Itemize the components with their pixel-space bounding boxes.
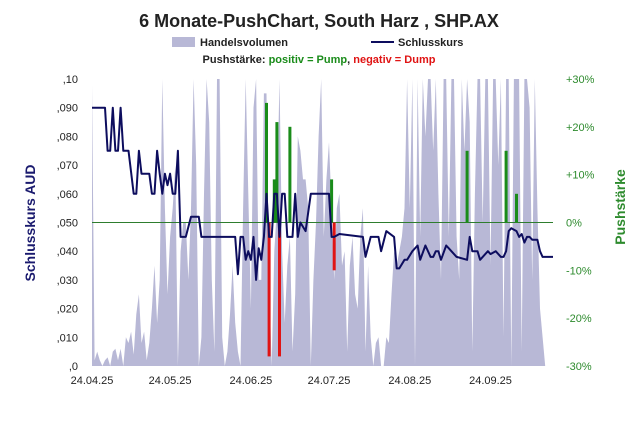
legend-volume-label: Handelsvolumen [200, 37, 288, 49]
legend-push-line: Pushstärke: positiv = Pump, negativ = Du… [203, 54, 436, 66]
push-bar-dump [278, 222, 281, 357]
close-line-group [92, 106, 553, 281]
y-tick-right-label: +10% [566, 170, 595, 182]
push-bar-pump [504, 150, 508, 223]
y-tick-left-label: ,040 [57, 246, 78, 258]
x-tick-label: 24.07.25 [308, 375, 351, 387]
y-tick-left-label: ,020 [57, 304, 78, 316]
push-bar-pump [265, 102, 268, 223]
y-tick-left-label: ,030 [57, 275, 78, 287]
y-tick-right-label: -30% [566, 361, 592, 373]
push-bar-dump [267, 222, 271, 357]
y-tick-right-label: -20% [566, 313, 592, 325]
y-tick-right-label: +20% [566, 122, 595, 134]
y-tick-left-label: ,050 [57, 218, 78, 230]
y-tick-right-label: 0% [566, 218, 582, 230]
chart-title: 6 Monate-PushChart, South Harz , SHP.AX [139, 11, 499, 31]
legend-push-positive: positiv = Pump [269, 54, 348, 66]
push-bar-pump [465, 150, 469, 223]
y-axis-left-title: Schlusskurs AUD [22, 165, 38, 282]
y-tick-left-label: ,0 [69, 361, 78, 373]
y-tick-left-label: ,090 [57, 103, 78, 115]
push-bar-dump [332, 222, 336, 271]
legend-close-label: Schlusskurs [398, 37, 463, 49]
close-price-line [92, 106, 553, 281]
x-tick-label: 24.05.25 [149, 375, 192, 387]
legend: Handelsvolumen Schlusskurs Pushstärke: p… [172, 37, 463, 66]
y-ticks-left: ,0 ,010 ,020 ,030 ,040 ,050 ,060 ,070 ,080 ,090 ,1… [57, 74, 78, 373]
y-tick-left-label: ,060 [57, 189, 78, 201]
legend-volume-swatch [172, 37, 195, 47]
y-tick-right-label: -10% [566, 265, 592, 277]
x-ticks: 24.04.25 24.05.25 24.06.25 24.07.25 24.08.25… [71, 375, 512, 387]
x-tick-label: 24.08.25 [388, 375, 431, 387]
y-tick-right-label: +30% [566, 74, 595, 86]
push-bar-pump [288, 126, 292, 223]
legend-push-sep: , [347, 54, 353, 66]
x-tick-label: 24.06.25 [229, 375, 272, 387]
y-tick-left-label: ,010 [57, 332, 78, 344]
legend-push-prefix: Pushstärke: [203, 54, 269, 66]
y-axis-right-title: Pushstärke [612, 169, 628, 245]
y-ticks-right: -30% -20% -10% 0% +10% +20% +30% [566, 74, 595, 373]
push-bar-pump [515, 193, 518, 223]
x-tick-label: 24.04.25 [71, 375, 114, 387]
push-bar-pump [275, 122, 279, 223]
y-tick-left-label: ,070 [57, 160, 78, 172]
y-tick-left-label: ,080 [57, 131, 78, 143]
push-bar-pump [330, 179, 334, 223]
y-tick-left-label: ,10 [63, 74, 78, 86]
x-tick-label: 24.09.25 [469, 375, 512, 387]
legend-push-negative: negativ = Dump [353, 54, 435, 66]
